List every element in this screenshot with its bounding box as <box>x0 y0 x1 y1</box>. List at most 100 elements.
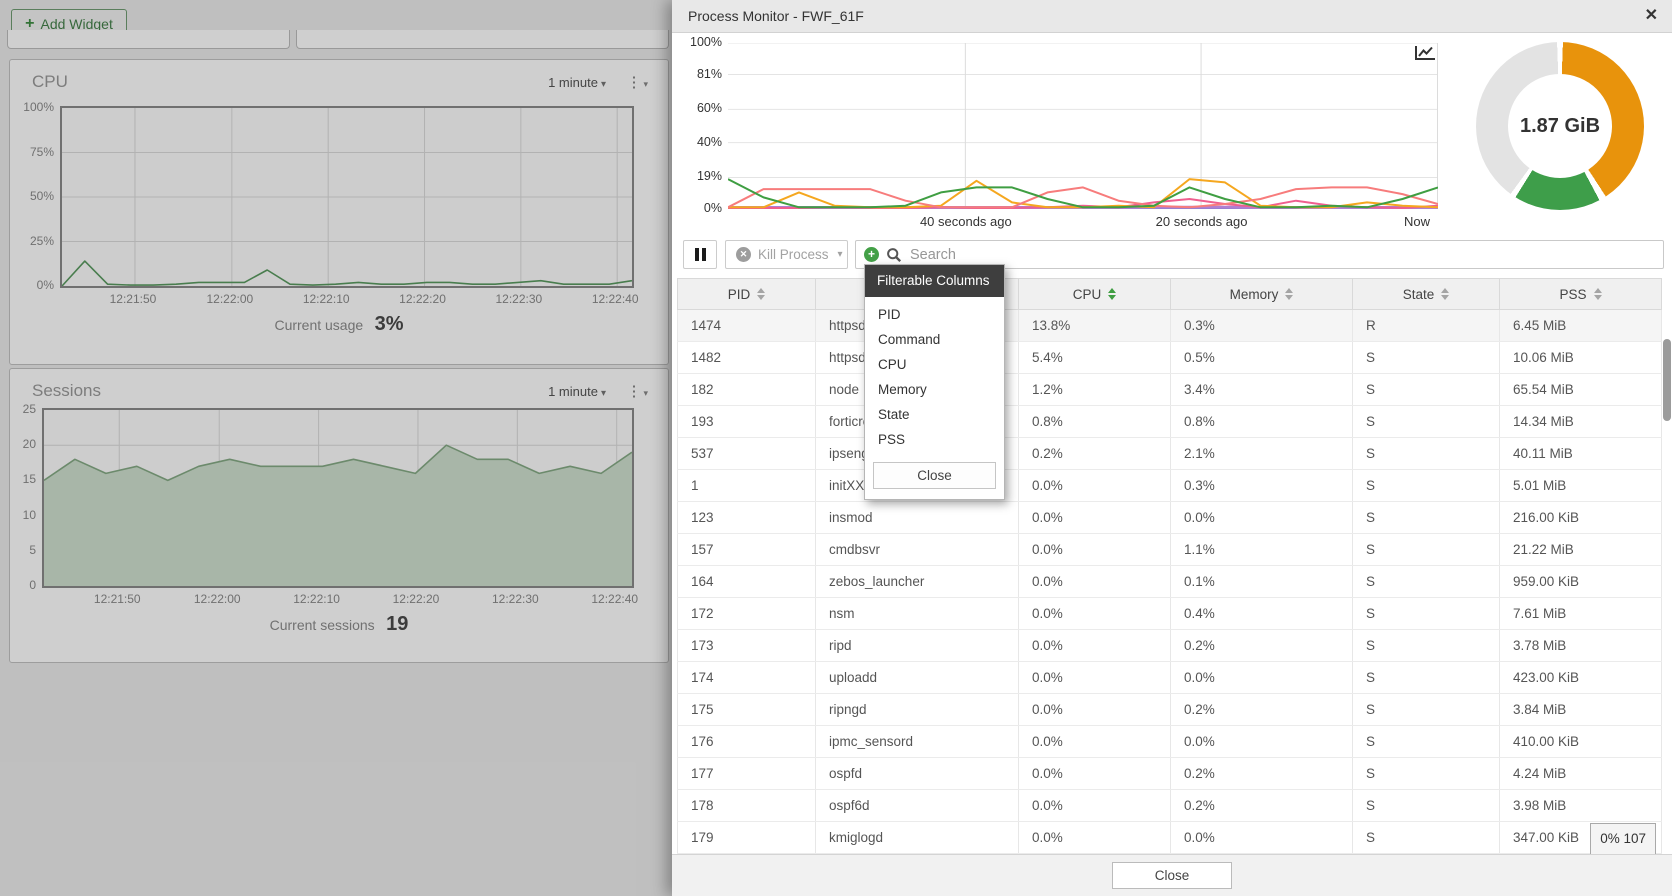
dropdown-close-button[interactable]: Close <box>873 462 996 489</box>
filter-option-pss[interactable]: PSS <box>878 432 906 447</box>
column-header-cpu[interactable]: CPU <box>1019 278 1171 310</box>
table-row[interactable]: 177 ospfd 0.0% 0.2% S 4.24 MiB <box>677 758 1662 790</box>
cpu-widget-menu[interactable]: ⋮ ▾ <box>626 73 648 91</box>
cell-memory: 0.0% <box>1171 662 1353 693</box>
column-header-pid[interactable]: PID <box>677 278 816 310</box>
cell-memory: 2.1% <box>1171 438 1353 469</box>
cell-pss: 4.24 MiB <box>1500 758 1662 789</box>
table-row[interactable]: 179 kmiglogd 0.0% 0.0% S 347.00 KiB <box>677 822 1662 854</box>
cell-memory: 0.0% <box>1171 726 1353 757</box>
table-row[interactable]: 178 ospf6d 0.0% 0.2% S 3.98 MiB <box>677 790 1662 822</box>
cell-command: uploadd <box>816 662 1019 693</box>
table-scrollbar-thumb[interactable] <box>1663 339 1671 421</box>
y-tick-label: 60% <box>696 101 722 116</box>
x-tick-label: 12:22:20 <box>392 592 440 606</box>
table-row[interactable]: 176 ipmc_sensord 0.0% 0.0% S 410.00 KiB <box>677 726 1662 758</box>
table-row[interactable]: 1initXXXXXXXXXX0.0%0.3%S5.01 MiB <box>677 470 1662 502</box>
table-row[interactable]: 174 uploadd 0.0% 0.0% S 423.00 KiB <box>677 662 1662 694</box>
y-tick-label: 0% <box>36 278 54 292</box>
x-tick-label: 12:22:40 <box>591 292 639 306</box>
search-icon <box>887 247 902 262</box>
cell-memory: 0.2% <box>1171 694 1353 725</box>
kill-process-button[interactable]: Kill Process ▾ <box>725 240 848 269</box>
cell-state: S <box>1353 630 1500 661</box>
kill-process-label: Kill Process <box>758 247 829 262</box>
cpu-current-value: 3% <box>374 313 404 335</box>
cpu-widget-title: CPU <box>32 72 68 91</box>
table-row[interactable]: 172 nsm 0.0% 0.4% S 7.61 MiB <box>677 598 1662 630</box>
search-input[interactable] <box>908 245 1663 264</box>
filter-option-cpu[interactable]: CPU <box>878 357 907 372</box>
x-tick-label: 12:22:00 <box>206 292 254 306</box>
cell-cpu: 0.0% <box>1019 630 1171 661</box>
table-row[interactable]: 182 node 1.2% 3.4% S 65.54 MiB <box>677 374 1662 406</box>
sessions-widget: Sessions 1 minute ▾ ⋮ ▾ 25 20 15 10 5 0 12:21:5… <box>9 368 669 663</box>
filter-option-command[interactable]: Command <box>878 332 941 347</box>
cell-command: zebos_launcher <box>816 566 1019 597</box>
filter-option-memory[interactable]: Memory <box>878 382 927 397</box>
cell-pid: 1482 <box>677 342 816 373</box>
filter-option-pid[interactable]: PID <box>878 307 901 322</box>
sessions-widget-menu[interactable]: ⋮ ▾ <box>626 382 648 400</box>
dropdown-list: PID Command CPU Memory State PSS <box>865 297 1004 454</box>
x-tick-label: 20 seconds ago <box>1155 214 1248 229</box>
cell-command: node <box>816 374 1019 405</box>
cpu-period-select[interactable]: 1 minute ▾ <box>548 75 606 90</box>
x-tick-label: 12:21:50 <box>93 592 141 606</box>
sort-icon <box>1441 288 1450 300</box>
cell-pid: 174 <box>677 662 816 693</box>
table-row[interactable]: 175 ripngd 0.0% 0.2% S 3.84 MiB <box>677 694 1662 726</box>
y-tick-label: 20 <box>22 437 36 452</box>
column-header-state[interactable]: State <box>1353 278 1500 310</box>
cell-command: cmdbsvr <box>816 534 1019 565</box>
dialog-close-button[interactable]: Close <box>1112 862 1232 889</box>
cell-memory: 0.2% <box>1171 758 1353 789</box>
cell-pid: 182 <box>677 374 816 405</box>
table-row[interactable]: 157 cmdbsvr 0.0% 1.1% S 21.22 MiB <box>677 534 1662 566</box>
table-row[interactable]: 1474 httpsd 13.8% 0.3% R 6.45 MiB <box>677 310 1662 342</box>
cell-pid: 193 <box>677 406 816 437</box>
table-row[interactable]: 164 zebos_launcher 0.0% 0.1% S 959.00 KiB <box>677 566 1662 598</box>
cell-memory: 0.5% <box>1171 342 1353 373</box>
cell-pid: 1474 <box>677 310 816 341</box>
close-icon[interactable]: ✕ <box>1644 7 1658 24</box>
cell-cpu: 0.8% <box>1019 406 1171 437</box>
cell-memory: 0.8% <box>1171 406 1353 437</box>
chart-toggle-icon[interactable] <box>1414 44 1437 67</box>
cell-pss: 21.22 MiB <box>1500 534 1662 565</box>
column-header-memory[interactable]: Memory <box>1171 278 1353 310</box>
cell-command: httpsd <box>816 310 1019 341</box>
sort-icon <box>1108 288 1117 300</box>
pause-icon <box>701 248 706 261</box>
chevron-down-icon: ▾ <box>643 79 648 89</box>
table-row[interactable]: 193 forticron 0.8% 0.8% S 14.34 MiB <box>677 406 1662 438</box>
cpu-widget: CPU 1 minute ▾ ⋮ ▾ 100% 75% 50% 25% 0% 12:21:5… <box>9 59 669 365</box>
table-row[interactable]: 1482 httpsd 5.4% 0.5% S 10.06 MiB <box>677 342 1662 374</box>
add-filter-icon[interactable] <box>864 247 879 262</box>
column-header-pss[interactable]: PSS <box>1500 278 1662 310</box>
cell-command: ipmc_sensord <box>816 726 1019 757</box>
pause-button[interactable] <box>683 240 717 269</box>
cell-pid: 164 <box>677 566 816 597</box>
table-row[interactable]: 537 ipsengine 0.2% 2.1% S 40.11 MiB <box>677 438 1662 470</box>
cell-pss: 423.00 KiB <box>1500 662 1662 693</box>
chevron-down-icon: ▾ <box>600 388 606 399</box>
dashboard: + Add Widget CPU 1 minute ▾ ⋮ ▾ 100% 75% 50%… <box>0 0 672 896</box>
table-body: 1474 httpsd 13.8% 0.3% R 6.45 MiB 1482 httpsd 5.… <box>677 310 1662 854</box>
x-tick-label: 12:21:50 <box>109 292 157 306</box>
table-row[interactable]: 123 insmod 0.0% 0.0% S 216.00 KiB <box>677 502 1662 534</box>
cell-cpu: 0.2% <box>1019 438 1171 469</box>
cell-memory: 0.2% <box>1171 630 1353 661</box>
cell-state: S <box>1353 662 1500 693</box>
table-row[interactable]: 173 ripd 0.0% 0.2% S 3.78 MiB <box>677 630 1662 662</box>
sessions-period-select[interactable]: 1 minute ▾ <box>548 384 606 399</box>
x-tick-label: 12:22:30 <box>495 292 543 306</box>
cell-state: S <box>1353 438 1500 469</box>
cell-cpu: 0.0% <box>1019 598 1171 629</box>
plus-icon: + <box>25 14 35 32</box>
y-tick-label: 100% <box>690 35 722 49</box>
cell-memory: 0.2% <box>1171 790 1353 821</box>
cell-cpu: 5.4% <box>1019 342 1171 373</box>
filter-option-state[interactable]: State <box>878 407 910 422</box>
